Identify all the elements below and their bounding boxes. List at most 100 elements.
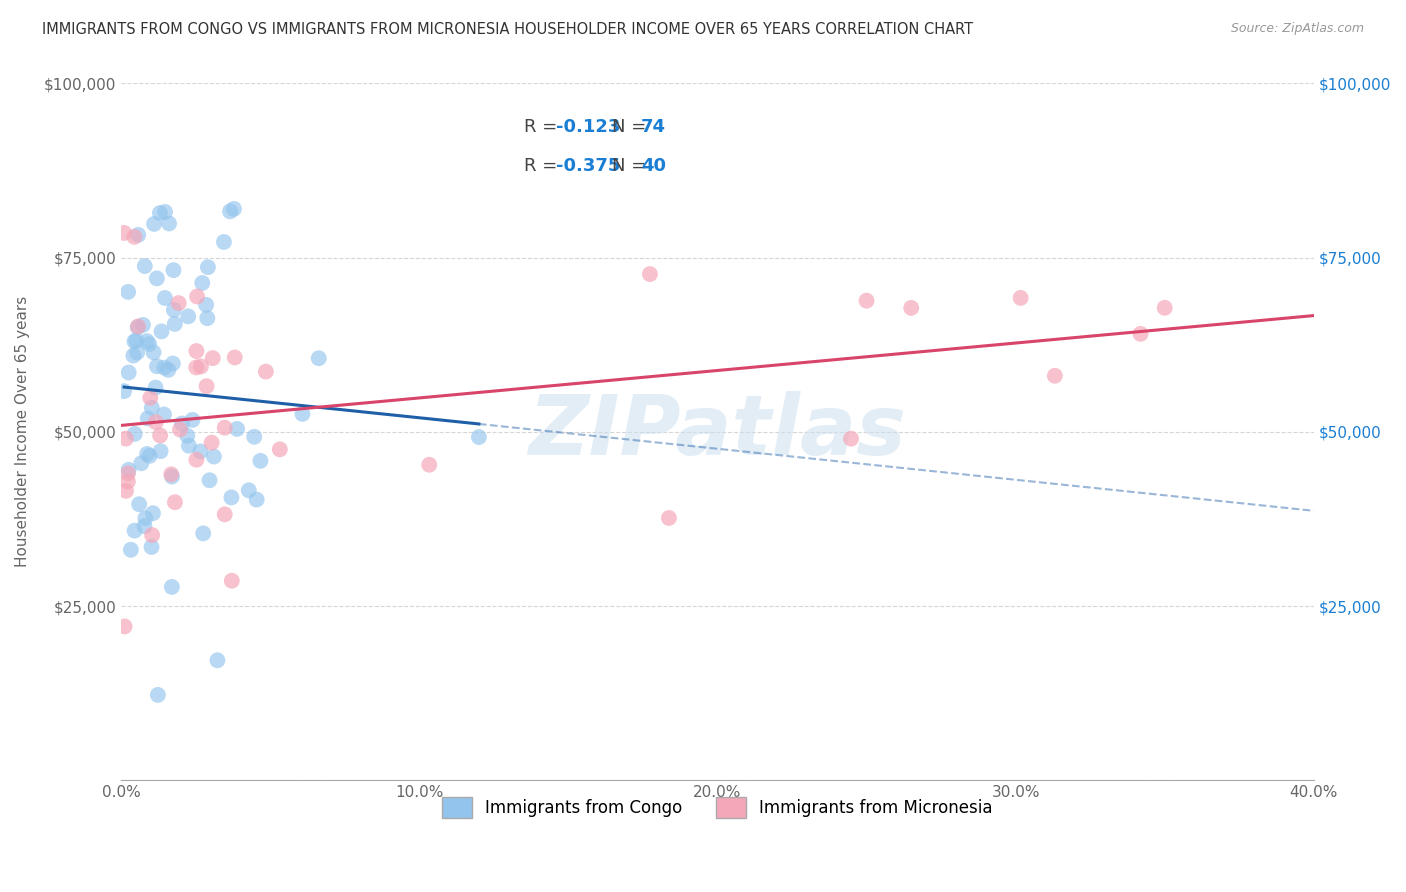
Point bbox=[146, 688, 169, 702]
Point bbox=[221, 491, 243, 505]
Point bbox=[149, 444, 172, 458]
Point bbox=[177, 439, 200, 453]
Point bbox=[246, 492, 269, 507]
Point bbox=[197, 260, 219, 274]
Point bbox=[127, 320, 149, 334]
Text: N =: N = bbox=[613, 118, 652, 136]
Point bbox=[269, 442, 291, 457]
Point bbox=[157, 217, 180, 231]
Point bbox=[146, 359, 169, 374]
Point bbox=[153, 408, 176, 422]
Point bbox=[468, 430, 491, 444]
Point bbox=[254, 365, 277, 379]
Point bbox=[163, 495, 186, 509]
Point bbox=[122, 349, 145, 363]
Point bbox=[153, 360, 176, 375]
Point bbox=[146, 271, 169, 285]
Point bbox=[134, 519, 156, 533]
Point bbox=[291, 407, 314, 421]
Point bbox=[201, 351, 224, 365]
Point bbox=[127, 227, 149, 242]
Point bbox=[160, 467, 183, 482]
Text: Source: ZipAtlas.com: Source: ZipAtlas.com bbox=[1230, 22, 1364, 36]
Text: -0.123: -0.123 bbox=[557, 118, 621, 136]
Point bbox=[1129, 326, 1152, 341]
Point bbox=[638, 267, 661, 281]
Point bbox=[201, 435, 224, 450]
Point bbox=[129, 456, 152, 470]
Y-axis label: Householder Income Over 65 years: Householder Income Over 65 years bbox=[15, 296, 30, 567]
Point bbox=[181, 413, 204, 427]
Point bbox=[418, 458, 440, 472]
Point bbox=[186, 344, 208, 359]
Point bbox=[214, 508, 236, 522]
Point bbox=[190, 444, 212, 458]
Point bbox=[136, 411, 159, 425]
Point bbox=[125, 334, 148, 348]
Text: N =: N = bbox=[613, 157, 652, 175]
Point bbox=[149, 428, 172, 442]
Point bbox=[114, 619, 136, 633]
Point bbox=[124, 426, 146, 441]
Point bbox=[124, 334, 146, 349]
Point bbox=[308, 351, 330, 366]
Point bbox=[222, 202, 245, 216]
Point bbox=[162, 357, 184, 371]
Point bbox=[117, 285, 139, 299]
Point bbox=[138, 449, 160, 463]
Point bbox=[160, 580, 183, 594]
Point bbox=[176, 429, 198, 443]
Point bbox=[128, 497, 150, 511]
Point bbox=[167, 296, 190, 310]
Point bbox=[141, 528, 163, 542]
Text: R =: R = bbox=[524, 157, 564, 175]
Point bbox=[124, 524, 146, 538]
Point bbox=[149, 206, 172, 220]
Point bbox=[117, 475, 139, 489]
Point bbox=[145, 381, 167, 395]
Text: 74: 74 bbox=[641, 118, 666, 136]
Text: 40: 40 bbox=[641, 157, 666, 175]
Point bbox=[112, 226, 135, 240]
Point bbox=[186, 452, 208, 467]
Point bbox=[157, 363, 180, 377]
Point bbox=[186, 289, 208, 303]
Point bbox=[153, 205, 176, 219]
Point bbox=[153, 291, 176, 305]
Point bbox=[195, 298, 218, 312]
Point bbox=[134, 259, 156, 273]
Point bbox=[1043, 368, 1066, 383]
Point bbox=[658, 511, 681, 525]
Point bbox=[214, 420, 236, 434]
Point bbox=[839, 432, 862, 446]
Point bbox=[141, 540, 163, 554]
Text: IMMIGRANTS FROM CONGO VS IMMIGRANTS FROM MICRONESIA HOUSEHOLDER INCOME OVER 65 Y: IMMIGRANTS FROM CONGO VS IMMIGRANTS FROM… bbox=[42, 22, 973, 37]
Point bbox=[134, 511, 156, 525]
Point bbox=[855, 293, 877, 308]
Point bbox=[124, 230, 146, 244]
Point bbox=[127, 319, 149, 334]
Point bbox=[177, 310, 200, 324]
Point bbox=[138, 337, 160, 351]
Point bbox=[221, 574, 243, 588]
Point bbox=[141, 401, 163, 415]
Point bbox=[226, 422, 249, 436]
Point bbox=[900, 301, 922, 315]
Point bbox=[163, 317, 186, 331]
Point bbox=[117, 467, 139, 481]
Point bbox=[190, 359, 212, 374]
Text: ZIPatlas: ZIPatlas bbox=[529, 392, 907, 473]
Point bbox=[118, 366, 141, 380]
Point bbox=[224, 351, 246, 365]
Point bbox=[132, 318, 155, 332]
Point bbox=[160, 469, 183, 483]
Point bbox=[139, 391, 162, 405]
Point bbox=[207, 653, 229, 667]
Point bbox=[120, 542, 142, 557]
Point bbox=[238, 483, 260, 498]
Point bbox=[142, 345, 165, 359]
Point bbox=[115, 483, 138, 498]
Point bbox=[150, 325, 173, 339]
Point bbox=[136, 447, 159, 461]
Point bbox=[195, 379, 218, 393]
